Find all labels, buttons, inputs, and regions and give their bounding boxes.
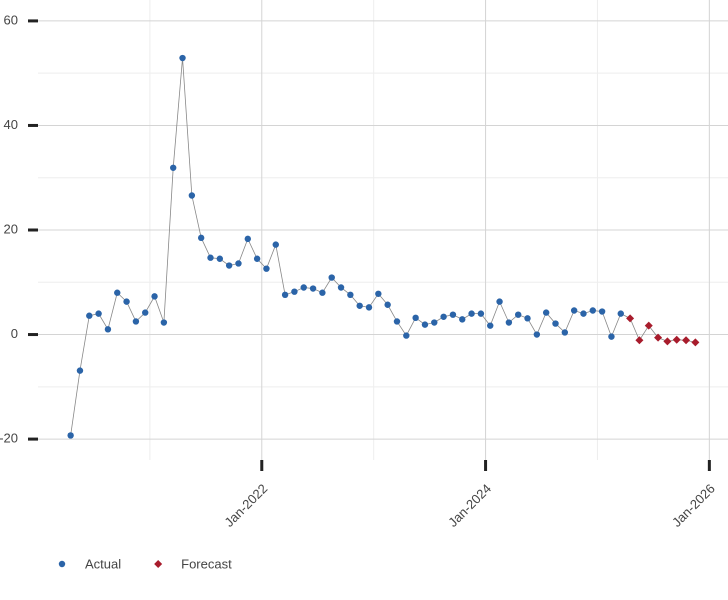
point [347,291,354,299]
point [403,332,410,339]
point [104,326,112,333]
y-tick-label: 60 [4,12,18,27]
point [393,318,401,325]
point [253,255,261,262]
series-line [70,57,622,436]
point [580,310,587,317]
x-tick-label: Jan-2022 [221,481,270,530]
point [449,311,457,318]
point [356,302,363,309]
point [160,319,168,326]
point [309,285,317,292]
point [412,314,419,322]
point [496,298,503,305]
point [225,262,233,269]
y-tick-label: 40 [4,117,18,132]
point [123,298,130,305]
point [300,284,307,291]
legend-label: Forecast [181,556,232,571]
point [468,310,475,317]
point [598,308,606,315]
point [542,309,550,316]
point [67,432,74,439]
legend-marker [58,560,66,568]
point [170,164,177,171]
y-tick-label: -20 [0,431,18,446]
point [207,254,214,261]
point [337,284,345,291]
point [561,329,569,336]
point [533,331,541,338]
point [589,307,596,314]
y-tick-label: 20 [4,221,18,236]
point [188,192,196,199]
point [682,336,691,345]
point [691,338,700,347]
point [319,289,326,296]
point [617,310,624,317]
point [375,290,382,297]
point [608,333,615,340]
point [95,310,102,317]
point [263,265,270,272]
point [505,319,513,326]
point [365,304,373,311]
point [132,318,140,325]
point [626,314,635,323]
point [281,291,289,299]
point [421,321,429,328]
point [515,311,522,318]
point [552,320,559,327]
point [244,235,251,243]
point [644,321,653,330]
point [672,335,681,344]
y-tick-label: 0 [11,326,18,341]
point [477,310,485,317]
point [663,337,672,346]
point [216,255,224,262]
x-tick-label: Jan-2026 [669,481,718,530]
point [197,234,205,242]
legend-label: Actual [85,556,121,571]
point [431,319,438,326]
point [570,307,578,314]
point [328,274,335,281]
point [272,241,279,248]
point [635,336,644,345]
point [179,54,186,62]
point [86,312,93,319]
point [440,313,447,320]
point [76,367,84,374]
point [151,293,158,300]
x-tick-label: Jan-2024 [445,481,494,530]
point [235,260,242,267]
point [654,333,663,342]
point [114,289,121,296]
point [142,309,149,316]
point [459,316,466,323]
point [487,322,494,329]
point [384,301,391,308]
point [524,315,531,322]
point [291,288,298,295]
legend-marker [154,560,163,568]
